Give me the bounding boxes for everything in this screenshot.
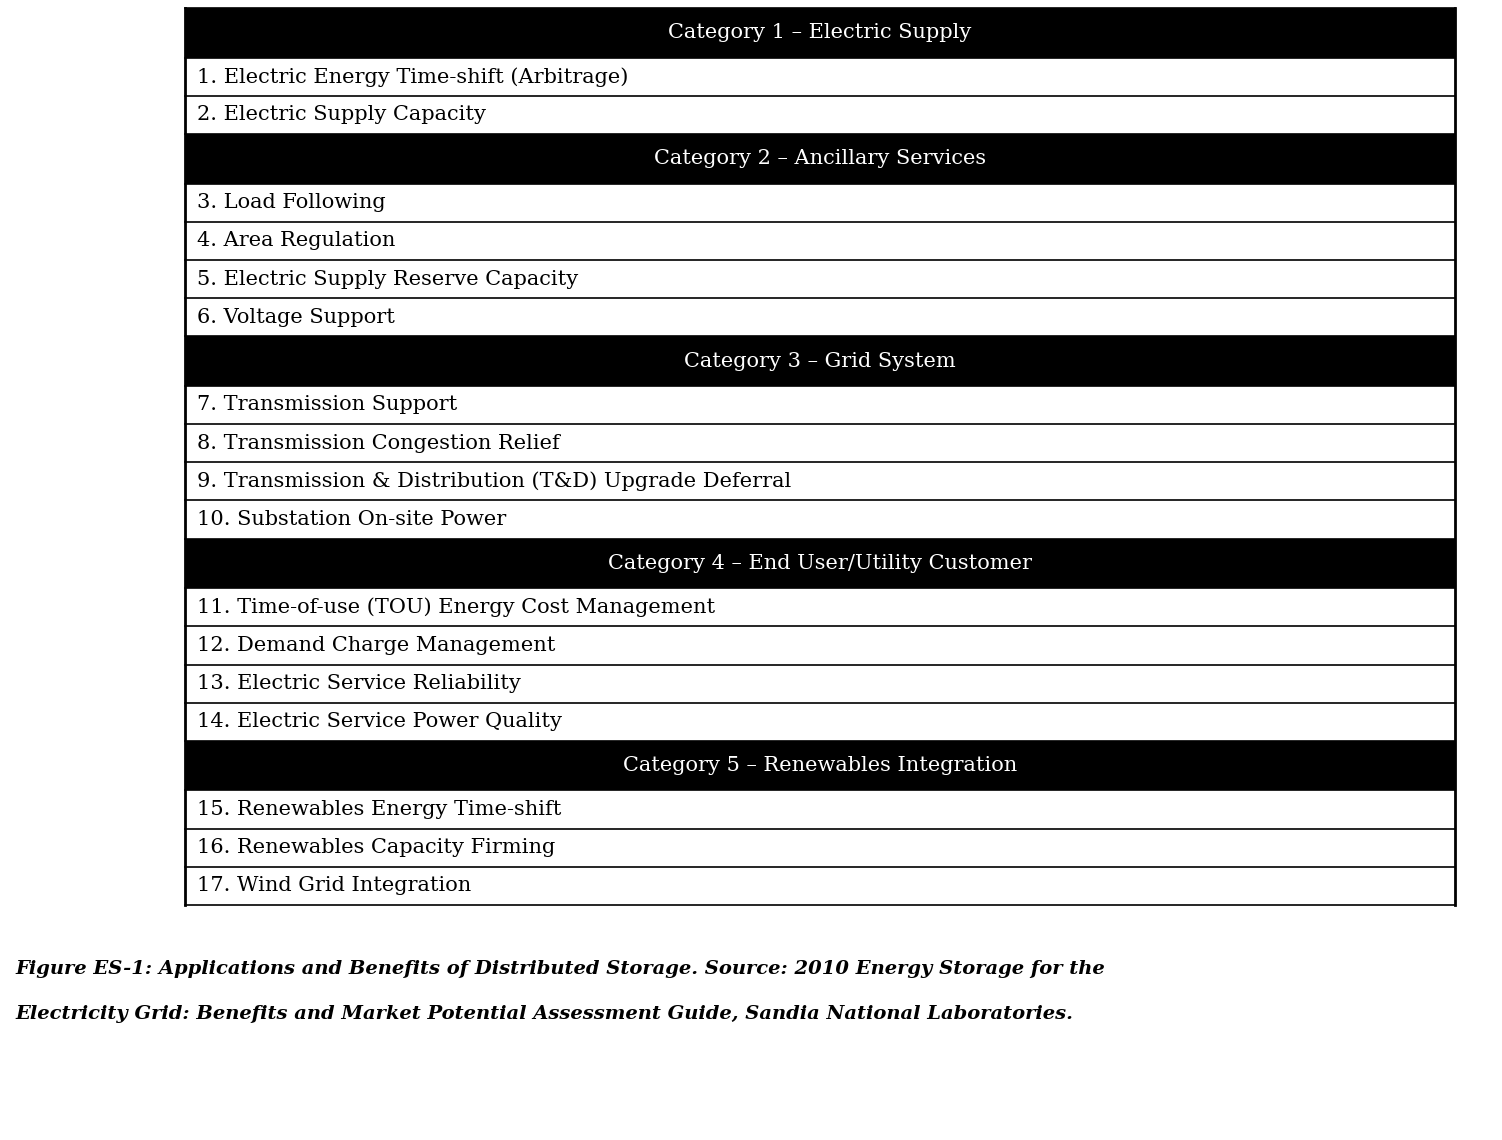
Bar <box>185 790 1455 829</box>
Bar <box>185 336 1455 385</box>
Text: Category 1 – Electric Supply: Category 1 – Electric Supply <box>668 23 972 42</box>
Text: 13. Electric Service Reliability: 13. Electric Service Reliability <box>197 674 521 693</box>
Text: 16. Renewables Capacity Firming: 16. Renewables Capacity Firming <box>197 838 556 857</box>
Text: 17. Wind Grid Integration: 17. Wind Grid Integration <box>197 877 472 895</box>
Bar <box>185 96 1455 135</box>
Text: 6. Voltage Support: 6. Voltage Support <box>197 308 395 327</box>
Text: 14. Electric Service Power Quality: 14. Electric Service Power Quality <box>197 712 562 731</box>
Bar <box>185 260 1455 298</box>
Bar <box>185 626 1455 665</box>
Text: Category 2 – Ancillary Services: Category 2 – Ancillary Services <box>653 149 985 169</box>
Bar <box>185 500 1455 538</box>
Bar <box>185 58 1455 96</box>
Text: 2. Electric Supply Capacity: 2. Electric Supply Capacity <box>197 105 487 124</box>
Text: 15. Renewables Energy Time-shift: 15. Renewables Energy Time-shift <box>197 800 562 819</box>
Bar <box>185 385 1455 424</box>
Bar <box>185 184 1455 222</box>
Text: Category 5 – Renewables Integration: Category 5 – Renewables Integration <box>623 756 1017 775</box>
Text: 7. Transmission Support: 7. Transmission Support <box>197 396 457 415</box>
Text: 1. Electric Energy Time-shift (Arbitrage): 1. Electric Energy Time-shift (Arbitrage… <box>197 67 628 87</box>
Text: 12. Demand Charge Management: 12. Demand Charge Management <box>197 636 556 655</box>
Bar <box>185 665 1455 702</box>
Bar <box>185 588 1455 626</box>
Bar <box>185 829 1455 866</box>
Text: Figure ES-1: Applications and Benefits of Distributed Storage. Source: 2010 Ener: Figure ES-1: Applications and Benefits o… <box>15 960 1105 978</box>
Text: Category 4 – End User/Utility Customer: Category 4 – End User/Utility Customer <box>608 554 1032 573</box>
Bar <box>185 702 1455 741</box>
Bar <box>185 866 1455 905</box>
Bar <box>185 741 1455 790</box>
Text: Category 3 – Grid System: Category 3 – Grid System <box>683 351 955 370</box>
Text: 9. Transmission & Distribution (T&D) Upgrade Deferral: 9. Transmission & Distribution (T&D) Upg… <box>197 472 792 491</box>
Text: 11. Time-of-use (TOU) Energy Cost Management: 11. Time-of-use (TOU) Energy Cost Manage… <box>197 597 715 617</box>
Text: 10. Substation On-site Power: 10. Substation On-site Power <box>197 510 506 529</box>
Bar <box>185 298 1455 336</box>
Text: 3. Load Following: 3. Load Following <box>197 193 386 212</box>
Text: 5. Electric Supply Reserve Capacity: 5. Electric Supply Reserve Capacity <box>197 269 578 288</box>
Bar <box>185 135 1455 184</box>
Bar <box>185 8 1455 58</box>
Bar <box>185 538 1455 588</box>
Bar <box>185 462 1455 500</box>
Text: 4. Area Regulation: 4. Area Regulation <box>197 231 395 251</box>
Text: Electricity Grid: Benefits and Market Potential Assessment Guide, Sandia Nationa: Electricity Grid: Benefits and Market Po… <box>15 1005 1072 1023</box>
Bar <box>185 424 1455 462</box>
Text: 8. Transmission Congestion Relief: 8. Transmission Congestion Relief <box>197 433 560 453</box>
Bar <box>185 222 1455 260</box>
